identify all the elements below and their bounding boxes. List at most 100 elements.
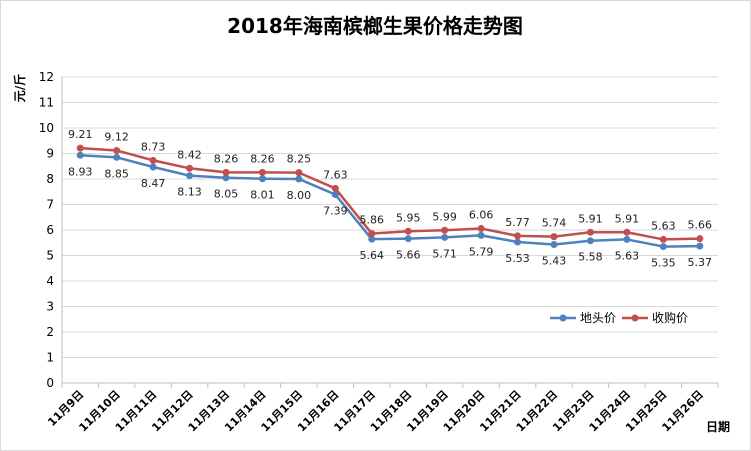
data-point xyxy=(295,169,303,177)
data-point xyxy=(149,156,157,164)
data-label: 5.64 xyxy=(360,249,385,262)
data-label: 5.63 xyxy=(651,219,676,232)
y-tick-label: 3 xyxy=(46,300,54,314)
data-point xyxy=(477,224,485,232)
data-label: 5.53 xyxy=(505,252,530,265)
data-label: 5.58 xyxy=(578,251,603,264)
data-label: 5.95 xyxy=(396,211,421,224)
y-axis-label: 元/斤 xyxy=(12,74,27,102)
data-point xyxy=(659,243,667,251)
data-point xyxy=(514,238,522,246)
data-point xyxy=(514,232,522,240)
data-point xyxy=(586,237,594,245)
data-point xyxy=(586,228,594,236)
data-label: 5.37 xyxy=(688,256,713,269)
data-point xyxy=(149,163,157,171)
data-label: 5.99 xyxy=(432,210,457,223)
data-point xyxy=(623,228,631,236)
data-label: 5.86 xyxy=(360,214,385,227)
data-point xyxy=(368,230,376,238)
data-label: 8.26 xyxy=(250,152,275,165)
data-label: 8.05 xyxy=(214,188,239,201)
data-point xyxy=(295,175,303,183)
data-label: 5.43 xyxy=(542,255,567,268)
y-tick-label: 2 xyxy=(46,325,54,339)
data-point xyxy=(186,164,194,172)
series-group xyxy=(76,144,704,251)
data-point xyxy=(441,233,449,241)
data-label: 5.35 xyxy=(651,257,676,270)
data-label: 8.47 xyxy=(141,177,166,190)
y-tick-label: 5 xyxy=(46,249,54,263)
data-point xyxy=(477,231,485,239)
data-label: 5.71 xyxy=(432,247,457,260)
data-point xyxy=(258,175,266,183)
data-point xyxy=(222,168,230,176)
data-label: 8.25 xyxy=(287,153,312,166)
data-point xyxy=(550,241,558,249)
data-point xyxy=(222,174,230,182)
data-point xyxy=(368,235,376,243)
data-label: 8.13 xyxy=(177,186,202,199)
data-label: 5.74 xyxy=(542,217,567,230)
data-point xyxy=(76,144,84,152)
data-point xyxy=(623,235,631,243)
data-point xyxy=(404,227,412,235)
data-label: 9.21 xyxy=(68,128,93,141)
data-label: 8.26 xyxy=(214,152,239,165)
data-point xyxy=(550,233,558,241)
data-label: 6.06 xyxy=(469,208,494,221)
legend-marker xyxy=(559,314,567,322)
data-point xyxy=(441,226,449,234)
y-tick-label: 12 xyxy=(39,70,54,84)
legend-entry-2: 收购价 xyxy=(652,310,688,325)
y-tick-label: 11 xyxy=(39,96,54,110)
y-tick-label: 8 xyxy=(46,172,54,186)
data-label: 9.12 xyxy=(104,130,129,143)
data-label: 8.85 xyxy=(104,167,129,180)
data-labels-group: 8.93 8.85 8.47 8.13 8.05 8.01 8.00 7.39 5.64 5.66… xyxy=(68,128,712,269)
data-label: 5.91 xyxy=(615,212,640,225)
legend: 地头价 收购价 xyxy=(550,310,688,325)
data-label: 8.93 xyxy=(68,165,93,178)
data-point xyxy=(113,146,121,154)
legend-marker xyxy=(631,314,639,322)
data-label: 8.01 xyxy=(250,189,275,202)
chart-title: 2018年海南槟榔生果价格走势图 xyxy=(227,14,523,38)
data-point xyxy=(696,235,704,243)
series-line-2 xyxy=(80,146,700,241)
data-label: 5.63 xyxy=(615,249,640,262)
data-label: 8.73 xyxy=(141,140,166,153)
data-point xyxy=(258,168,266,176)
y-tick-label: 7 xyxy=(46,198,54,212)
data-label: 5.77 xyxy=(505,216,530,229)
data-label: 7.39 xyxy=(323,205,348,218)
data-point xyxy=(113,153,121,161)
data-label: 5.66 xyxy=(396,249,421,262)
series-line-1 xyxy=(80,154,700,248)
data-point xyxy=(76,151,84,159)
data-label: 8.42 xyxy=(177,148,202,161)
data-point xyxy=(331,184,339,192)
data-label: 5.79 xyxy=(469,245,494,258)
y-tick-label: 6 xyxy=(46,223,54,237)
data-point xyxy=(696,242,704,250)
y-tick-label: 4 xyxy=(46,274,54,288)
y-tick-label: 9 xyxy=(46,147,54,161)
data-point xyxy=(331,191,339,199)
data-label: 5.66 xyxy=(688,219,713,232)
y-tick-label: 0 xyxy=(46,376,54,390)
data-label: 5.91 xyxy=(578,212,603,225)
y-tick-label: 10 xyxy=(39,121,54,135)
x-axis-label: 日期 xyxy=(706,419,730,434)
data-label: 7.63 xyxy=(323,168,348,181)
data-point xyxy=(186,172,194,180)
y-tick-label: 1 xyxy=(46,351,54,365)
legend-entry-1: 地头价 xyxy=(580,311,616,325)
data-point xyxy=(659,235,667,243)
data-point xyxy=(404,235,412,243)
